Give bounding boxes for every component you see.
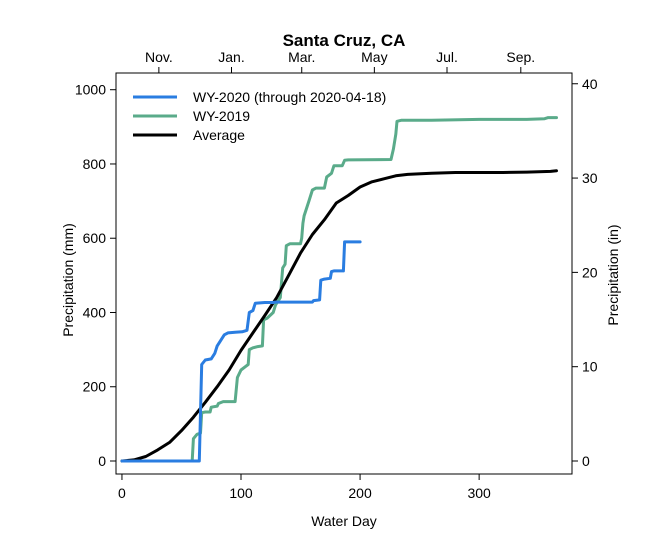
y-right-tick-label: 10 <box>582 359 598 375</box>
series-lines <box>120 116 558 463</box>
x-tick-label: 100 <box>229 485 253 501</box>
x-axis-label: Water Day <box>311 513 377 529</box>
y-right-tick-label: 0 <box>582 453 590 469</box>
y-tick-label: 1000 <box>75 82 106 98</box>
top-month-tick-label: Nov. <box>145 49 173 65</box>
legend-label: WY-2019 <box>193 108 250 124</box>
series-line-wy-2020-through-2020-04-18 <box>120 240 362 463</box>
y-right-tick-label: 30 <box>582 170 598 186</box>
top-month-tick-label: Jan. <box>218 49 244 65</box>
top-month-tick-label: Mar. <box>288 49 315 65</box>
y-tick-label: 800 <box>83 156 107 172</box>
legend-label: Average <box>193 127 245 143</box>
legend-label: WY-2020 (through 2020-04-18) <box>193 89 386 105</box>
y-tick-label: 400 <box>83 304 107 320</box>
top-month-tick-label: May <box>361 49 387 65</box>
legend: WY-2020 (through 2020-04-18) WY-2019 Avera… <box>133 89 386 143</box>
y-tick-label: 0 <box>98 453 106 469</box>
y-right-tick-label: 20 <box>582 264 598 280</box>
y-tick-label: 200 <box>83 379 107 395</box>
y-tick-label: 600 <box>83 230 107 246</box>
top-month-tick-label: Jul. <box>436 49 458 65</box>
y-axis-label-left: Precipitation (mm) <box>60 223 76 337</box>
plot-frame <box>115 72 573 475</box>
y-axis-label-right: Precipitation (in) <box>605 224 621 325</box>
x-tick-label: 300 <box>467 485 491 501</box>
series-line-average <box>120 169 558 463</box>
y-right-tick-label: 40 <box>582 76 598 92</box>
chart-title: Santa Cruz, CA <box>283 31 406 50</box>
top-month-tick-label: Sep. <box>506 49 535 65</box>
x-tick-label: 200 <box>348 485 372 501</box>
x-tick-label: 0 <box>118 485 126 501</box>
series-line-wy-2019 <box>120 116 558 463</box>
